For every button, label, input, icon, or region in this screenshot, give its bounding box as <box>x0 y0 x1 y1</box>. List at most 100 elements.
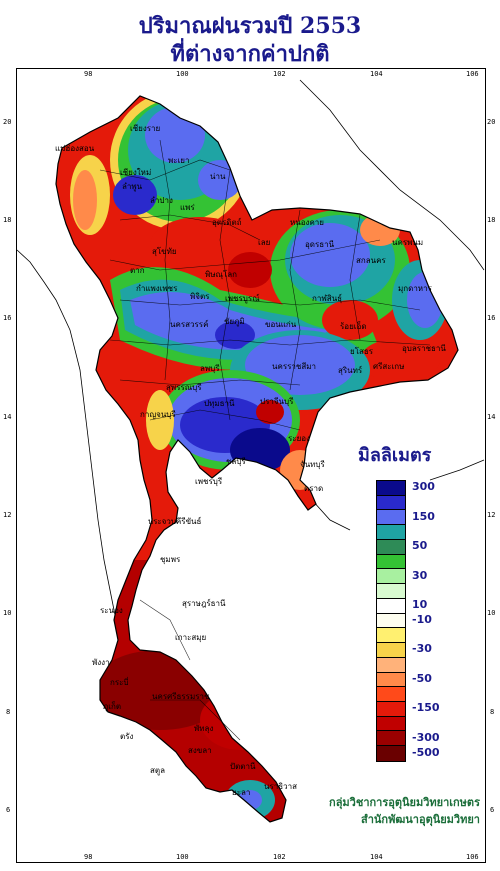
lon-tick: 100 <box>176 70 189 78</box>
place-label: ชลบุรี <box>226 457 246 466</box>
place-label: ร้อยเอ็ด <box>340 322 367 331</box>
lat-tick: 20 <box>487 118 496 126</box>
legend-label: -150 <box>412 701 440 715</box>
place-label: ตราด <box>304 484 324 493</box>
legend-swatch <box>377 481 405 496</box>
place-label: นครสวรรค์ <box>170 320 209 329</box>
legend-swatch <box>377 495 405 511</box>
place-label: นครพนม <box>392 238 424 247</box>
place-label: พิษณุโลก <box>205 270 238 279</box>
lat-tick: 10 <box>487 609 496 617</box>
lat-tick: 10 <box>3 609 12 617</box>
lon-tick: 98 <box>84 70 93 78</box>
place-label: ตรัง <box>120 732 134 741</box>
lon-tick: 106 <box>466 70 479 78</box>
place-label: สุรินทร์ <box>338 366 363 375</box>
legend-label: -10 <box>412 613 432 626</box>
place-label: ลำพูน <box>122 182 143 191</box>
legend-color-bar <box>376 480 406 762</box>
place-label: ปัตตานี <box>230 762 256 771</box>
place-label: อุตรดิตถ์ <box>212 218 242 227</box>
place-label: ลพบุรี <box>200 364 220 373</box>
lat-tick: 16 <box>3 314 12 322</box>
place-label: นครศรีธรรมราช <box>152 692 210 701</box>
legend-swatch <box>377 554 405 570</box>
place-label: ชุมพร <box>160 555 181 564</box>
legend-swatch <box>377 702 405 717</box>
lat-tick: 6 <box>6 806 11 814</box>
legend-label: 10 <box>412 598 428 612</box>
credit-line-1: กลุ่มวิชาการอุตุนิยมวิทยาเกษตร <box>329 796 480 809</box>
lon-tick: 100 <box>176 853 189 861</box>
lon-tick: 102 <box>273 70 286 78</box>
legend-swatch <box>377 731 405 747</box>
place-label: เชียงใหม่ <box>120 168 152 177</box>
legend-swatch <box>377 525 405 540</box>
legend-swatch <box>377 569 405 585</box>
place-label: สงขลา <box>188 746 212 755</box>
place-label: นราธิวาส <box>264 782 298 791</box>
legend-swatch <box>377 672 405 688</box>
legend-swatch <box>377 510 405 526</box>
place-label: พิจิตร <box>190 292 210 301</box>
legend-label: -30 <box>412 642 432 656</box>
legend-title: มิลลิเมตร <box>358 445 432 466</box>
place-label: ลำปาง <box>150 196 173 205</box>
place-label: อุดรธานี <box>305 240 335 249</box>
place-label: เกาะสมุย <box>175 633 207 642</box>
place-label: พังงา <box>92 658 110 667</box>
legend-label: 50 <box>412 539 428 553</box>
place-label: ยโสธร <box>350 347 374 356</box>
legend-swatch <box>377 598 405 614</box>
map-subtitle: ที่ต่างจากค่าปกติ <box>170 41 330 67</box>
place-label: กระบี่ <box>110 678 129 687</box>
place-label: พัทลุง <box>194 724 214 733</box>
place-label: ยะลา <box>232 788 251 797</box>
place-label: แพร่ <box>180 203 195 212</box>
legend-label: -500 <box>412 745 440 759</box>
lon-tick: 102 <box>273 853 286 861</box>
legend-label: 300 <box>412 480 435 494</box>
legend-swatch <box>377 643 405 658</box>
legend-label: -300 <box>412 730 440 744</box>
lat-tick: 14 <box>487 413 496 421</box>
place-label: มุกดาหาร <box>398 284 432 293</box>
place-label: เพชรบูรณ์ <box>225 294 260 303</box>
lat-tick: 18 <box>3 216 12 224</box>
place-label: สุโขทัย <box>152 247 177 256</box>
place-label: สตูล <box>150 766 165 775</box>
lat-tick: 16 <box>487 314 496 322</box>
lon-tick: 104 <box>370 70 383 78</box>
place-label: ขอนแก่น <box>265 320 297 329</box>
place-label: เพชรบุรี <box>195 477 223 486</box>
place-label: อุบลราชธานี <box>402 344 446 353</box>
place-label: ภูเก็ต <box>103 702 122 711</box>
place-label: ระนอง <box>100 606 123 615</box>
legend-label: 30 <box>412 568 428 582</box>
place-label: น่าน <box>210 172 226 181</box>
place-label: กำแพงเพชร <box>136 284 178 293</box>
place-label: พะเยา <box>168 156 190 165</box>
legend-swatch <box>377 687 405 703</box>
legend-label: 150 <box>412 509 435 523</box>
place-label: นครราชสีมา <box>272 362 316 371</box>
place-label: สุพรรณบุรี <box>166 383 202 392</box>
lat-tick: 12 <box>3 511 12 519</box>
legend-swatch <box>377 613 405 629</box>
place-label: กาฬสินธุ์ <box>312 294 343 303</box>
place-label: ตาก <box>130 266 145 275</box>
place-label: สกลนคร <box>356 256 386 265</box>
legend-swatch <box>377 584 405 599</box>
lon-tick: 98 <box>84 853 93 861</box>
place-label: ปราจีนบุรี <box>260 397 294 406</box>
place-label: แม่ฮ่องสอน <box>55 144 95 153</box>
legend-swatch <box>377 657 405 673</box>
map-title: ปริมาณฝนรวมปี 2553 <box>138 13 362 39</box>
legend-swatch <box>377 539 405 555</box>
lon-tick: 106 <box>466 853 479 861</box>
place-label: กาญจนบุรี <box>140 410 176 419</box>
place-label: เลย <box>258 238 271 247</box>
place-label: ปทุมธานี <box>204 399 235 408</box>
place-label: ชัยภูมิ <box>224 317 245 326</box>
credit-line-2: สำนักพัฒนาอุตุนิยมวิทยา <box>361 813 480 826</box>
